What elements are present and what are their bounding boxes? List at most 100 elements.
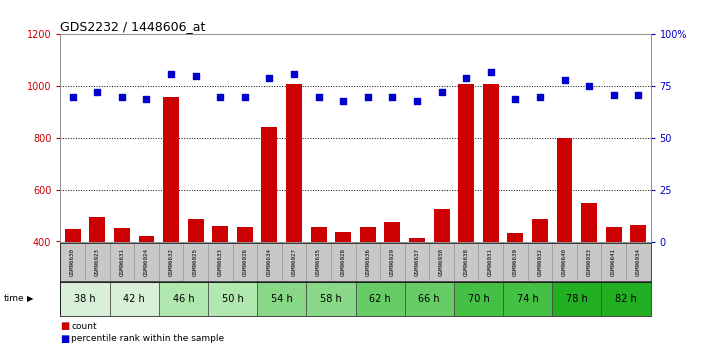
Bar (483, 83, 498, 345)
Bar (606, 227, 621, 345)
Bar (405, 282, 454, 316)
Text: GSM96934: GSM96934 (636, 248, 641, 276)
Bar (213, 226, 228, 345)
Text: 54 h: 54 h (271, 294, 293, 304)
Text: GSM96637: GSM96637 (415, 248, 419, 276)
Text: GSM96634: GSM96634 (267, 248, 272, 276)
Bar (630, 226, 646, 345)
Text: GSM96932: GSM96932 (538, 248, 542, 276)
Bar (434, 209, 449, 345)
Text: 66 h: 66 h (419, 294, 440, 304)
Text: 38 h: 38 h (74, 294, 96, 304)
Bar (90, 217, 105, 345)
Point (559, 77, 570, 83)
Point (190, 73, 201, 79)
Bar (503, 282, 552, 316)
Point (141, 96, 152, 101)
Point (387, 94, 398, 99)
Text: 62 h: 62 h (369, 294, 391, 304)
Point (461, 75, 472, 81)
Point (436, 90, 447, 95)
Bar (458, 83, 474, 345)
Text: GSM96927: GSM96927 (292, 248, 296, 276)
Bar (454, 282, 503, 316)
Point (313, 94, 324, 99)
Text: GSM96631: GSM96631 (119, 248, 124, 276)
Text: GSM96640: GSM96640 (562, 248, 567, 276)
Bar (602, 282, 651, 316)
Bar (159, 282, 208, 316)
Bar (237, 227, 253, 345)
Bar (208, 282, 257, 316)
Bar (65, 228, 81, 345)
Text: GSM96929: GSM96929 (390, 248, 395, 276)
Text: GSM96925: GSM96925 (193, 248, 198, 276)
Point (215, 94, 226, 99)
Bar (356, 282, 405, 316)
Text: GSM96641: GSM96641 (611, 248, 616, 276)
Text: GSM96924: GSM96924 (144, 248, 149, 276)
Text: 50 h: 50 h (222, 294, 243, 304)
Bar (557, 138, 572, 345)
Text: GSM96923: GSM96923 (95, 248, 100, 276)
Text: GSM96926: GSM96926 (242, 248, 247, 276)
Text: GSM96636: GSM96636 (365, 248, 370, 276)
Text: GSM96638: GSM96638 (464, 248, 469, 276)
Bar (286, 83, 302, 345)
Point (534, 94, 545, 99)
Point (608, 92, 619, 97)
Text: 70 h: 70 h (468, 294, 489, 304)
Point (289, 71, 300, 77)
Point (485, 69, 496, 75)
Text: 74 h: 74 h (517, 294, 538, 304)
Bar (360, 227, 376, 345)
Bar (552, 282, 602, 316)
Text: GSM96635: GSM96635 (316, 248, 321, 276)
Point (584, 83, 595, 89)
Text: GSM96933: GSM96933 (587, 248, 592, 276)
Bar (508, 233, 523, 345)
Point (239, 94, 250, 99)
Point (67, 94, 78, 99)
Text: 82 h: 82 h (615, 294, 637, 304)
Bar (581, 203, 597, 345)
Point (510, 96, 521, 101)
Bar (114, 228, 130, 345)
Text: GSM96639: GSM96639 (513, 248, 518, 276)
Bar (335, 233, 351, 345)
Bar (257, 282, 306, 316)
Text: GSM96930: GSM96930 (439, 248, 444, 276)
Point (166, 71, 177, 77)
Text: GSM96632: GSM96632 (169, 248, 173, 276)
Point (411, 98, 422, 104)
Bar (163, 97, 179, 345)
Text: percentile rank within the sample: percentile rank within the sample (71, 334, 224, 343)
Point (116, 94, 127, 99)
Text: GSM96630: GSM96630 (70, 248, 75, 276)
Bar (60, 282, 109, 316)
Point (92, 90, 103, 95)
Text: ▶: ▶ (27, 294, 33, 304)
Bar (409, 238, 425, 345)
Text: ■: ■ (60, 334, 70, 344)
Text: GSM96928: GSM96928 (341, 248, 346, 276)
Text: GSM96633: GSM96633 (218, 248, 223, 276)
Text: GDS2232 / 1448606_at: GDS2232 / 1448606_at (60, 20, 205, 33)
Point (362, 94, 373, 99)
Bar (385, 221, 400, 345)
Text: 58 h: 58 h (320, 294, 342, 304)
Text: ■: ■ (60, 321, 70, 331)
Text: 78 h: 78 h (566, 294, 588, 304)
Text: 42 h: 42 h (123, 294, 145, 304)
Text: time: time (4, 294, 24, 304)
Text: GSM96931: GSM96931 (488, 248, 493, 276)
Bar (188, 219, 203, 345)
Bar (306, 282, 356, 316)
Bar (139, 236, 154, 345)
Text: count: count (71, 322, 97, 331)
Bar (532, 219, 548, 345)
Point (338, 98, 349, 104)
Point (633, 92, 644, 97)
Bar (311, 227, 326, 345)
Point (264, 75, 275, 81)
